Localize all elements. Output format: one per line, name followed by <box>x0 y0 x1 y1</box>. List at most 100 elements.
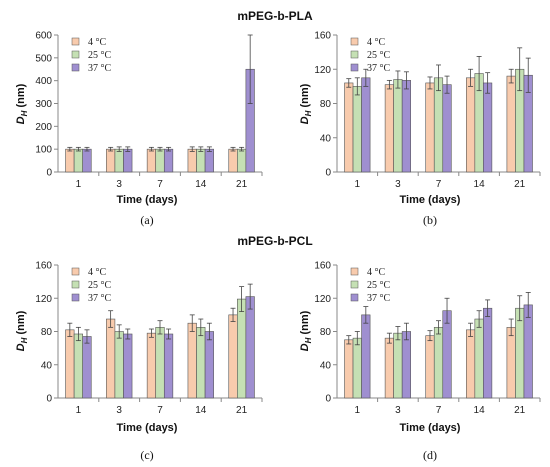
y-tick-label: 0 <box>325 394 331 405</box>
x-tick-label: 7 <box>436 405 442 416</box>
legend-swatch <box>350 293 359 302</box>
legend-swatch <box>350 63 359 72</box>
bar <box>401 331 411 399</box>
bar <box>344 339 354 399</box>
y-tick-label: 300 <box>35 99 52 110</box>
legend-swatch <box>71 280 80 289</box>
bar <box>163 333 174 399</box>
y-tick-label: 120 <box>314 294 331 305</box>
bar <box>123 148 133 173</box>
legend-label: 4 °C <box>88 267 106 278</box>
y-tick-label: 400 <box>35 76 52 87</box>
bar <box>442 310 452 399</box>
bar <box>515 307 525 399</box>
chart-panel-a: 0 100 200 300 400 500 600 1 3 7 14 21 4 °C 25 °C 37 °C… <box>15 31 263 227</box>
bar <box>483 307 493 399</box>
y-tick-label: 80 <box>320 327 332 338</box>
legend-label: 37 °C <box>367 63 390 74</box>
bar <box>73 333 83 399</box>
bar <box>228 148 238 173</box>
bar <box>384 84 394 173</box>
y-tick-label: 120 <box>314 65 331 76</box>
y-axis-label: DH (nm) <box>15 310 29 351</box>
section-title: mPEG-b-PLA <box>237 9 313 23</box>
x-tick-label: 1 <box>76 179 82 190</box>
bar <box>73 148 83 173</box>
bar <box>361 77 371 173</box>
panel-caption: (a) <box>140 213 153 227</box>
bar <box>483 82 493 173</box>
bar <box>146 148 157 173</box>
legend-label: 4 °C <box>88 37 106 48</box>
legend-swatch <box>71 267 80 276</box>
y-tick-label: 120 <box>35 294 52 305</box>
x-tick-label: 14 <box>195 405 207 416</box>
bar <box>187 322 197 399</box>
chart-panel-b: 0 40 80 120 160 1 3 7 14 21 4 °C 25 °C 37 °C Time (da… <box>299 31 541 227</box>
y-tick-label: 160 <box>35 261 52 272</box>
legend-swatch <box>71 37 80 46</box>
x-axis-label: Time (days) <box>117 194 178 206</box>
x-axis-label: Time (days) <box>400 194 461 206</box>
bar <box>474 318 484 399</box>
y-tick-label: 0 <box>46 168 52 179</box>
bar <box>146 332 157 399</box>
bar <box>384 337 394 399</box>
legend-label: 4 °C <box>367 267 385 278</box>
bar <box>237 148 247 173</box>
bar <box>393 332 403 399</box>
x-tick-label: 3 <box>116 179 122 190</box>
legend-label: 25 °C <box>88 280 111 291</box>
chart-panel-d: 0 40 80 120 160 1 3 7 14 21 4 °C 25 °C 37 °C Time (da… <box>299 261 541 462</box>
bar <box>237 298 247 399</box>
x-tick-label: 14 <box>474 405 486 416</box>
bar <box>393 79 403 173</box>
bar <box>506 327 516 399</box>
bar <box>114 148 124 173</box>
bar <box>425 335 435 399</box>
y-tick-label: 40 <box>320 360 332 371</box>
x-tick-label: 1 <box>355 179 361 190</box>
y-tick-label: 0 <box>46 394 52 405</box>
legend-label: 25 °C <box>88 50 111 61</box>
bar <box>187 148 197 173</box>
y-tick-label: 200 <box>35 122 52 133</box>
bar <box>123 333 133 399</box>
legend-swatch <box>350 37 359 46</box>
y-tick-label: 500 <box>35 53 52 64</box>
legend-swatch <box>350 280 359 289</box>
x-tick-label: 3 <box>395 179 401 190</box>
x-tick-label: 14 <box>474 179 486 190</box>
bar <box>523 304 533 399</box>
bar <box>114 331 124 399</box>
legend-label: 37 °C <box>367 293 390 304</box>
panel-caption: (d) <box>423 448 437 462</box>
y-tick-label: 160 <box>314 261 331 272</box>
y-tick-label: 80 <box>320 99 332 110</box>
bar <box>155 148 165 173</box>
legend-label: 25 °C <box>367 280 390 291</box>
bar <box>401 80 411 173</box>
y-tick-label: 0 <box>325 168 331 179</box>
y-axis-label: DH (nm) <box>15 83 29 124</box>
x-tick-label: 3 <box>116 405 122 416</box>
bar <box>106 148 116 173</box>
bar <box>466 77 476 173</box>
bar <box>196 327 206 399</box>
x-tick-label: 7 <box>436 179 442 190</box>
x-axis-label: Time (days) <box>117 422 178 434</box>
bar <box>352 86 362 173</box>
x-tick-label: 21 <box>514 179 526 190</box>
legend-label: 4 °C <box>367 37 385 48</box>
bar <box>228 314 238 399</box>
y-tick-label: 80 <box>41 327 53 338</box>
y-tick-label: 160 <box>314 31 331 42</box>
x-tick-label: 1 <box>355 405 361 416</box>
bar <box>442 84 452 173</box>
bar <box>433 327 444 399</box>
bar <box>204 148 214 173</box>
x-tick-label: 7 <box>157 405 163 416</box>
legend-swatch <box>71 50 80 59</box>
bar <box>196 148 206 173</box>
x-tick-label: 1 <box>76 405 82 416</box>
